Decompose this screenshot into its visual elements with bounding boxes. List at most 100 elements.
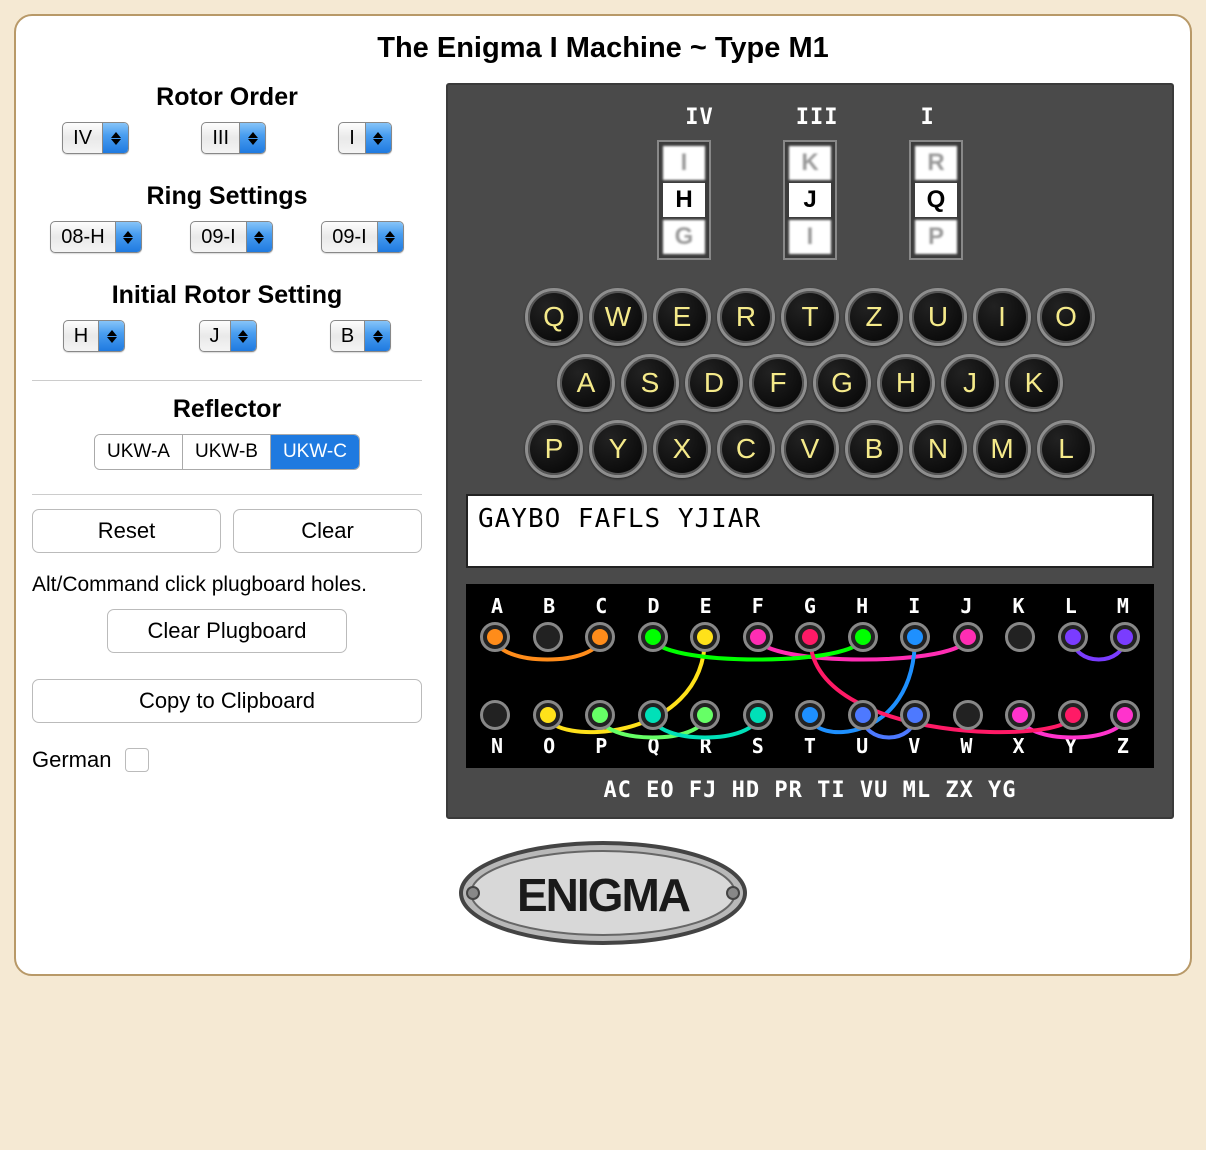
lamp-key[interactable]: G <box>813 354 871 412</box>
plug-hole[interactable] <box>795 700 825 730</box>
lamp-key[interactable]: Y <box>589 420 647 478</box>
plug-hole[interactable] <box>690 700 720 730</box>
plug-letter: E <box>691 594 721 618</box>
svg-text:ENIGMA: ENIGMA <box>517 869 690 921</box>
lamp-key[interactable]: O <box>1037 288 1095 346</box>
plug-letter: K <box>1004 594 1034 618</box>
plugboard-pairs-text: AC EO FJ HD PR TI VU ML ZX YG <box>466 778 1154 803</box>
lamp-key[interactable]: N <box>909 420 967 478</box>
lamp-key[interactable]: M <box>973 420 1031 478</box>
plug-hole[interactable] <box>690 622 720 652</box>
reflector-option[interactable]: UKW-A <box>95 435 183 469</box>
rotor-order-select-1[interactable]: IV <box>62 122 129 154</box>
ring-setting-select-2[interactable]: 09-I <box>190 221 272 253</box>
plug-hole[interactable] <box>953 700 983 730</box>
plug-hole[interactable] <box>638 622 668 652</box>
ring-setting-select-1[interactable]: 08-H <box>50 221 141 253</box>
lamp-key[interactable]: S <box>621 354 679 412</box>
plug-hole[interactable] <box>1110 700 1140 730</box>
plugboard-hint: Alt/Command click plugboard holes. <box>32 573 422 597</box>
initial-rotor-select-1[interactable]: H <box>63 320 125 352</box>
lamp-key[interactable]: R <box>717 288 775 346</box>
plug-hole[interactable] <box>1058 622 1088 652</box>
plug-hole[interactable] <box>900 622 930 652</box>
reflector-segmented: UKW-AUKW-BUKW-C <box>94 434 360 470</box>
plug-letter: C <box>586 594 616 618</box>
rotor-letter: H <box>663 183 705 217</box>
chevron-updown-icon <box>102 123 128 153</box>
plug-hole[interactable] <box>743 700 773 730</box>
rotor-order-label: Rotor Order <box>32 83 422 112</box>
initial-rotor-select-3[interactable]: B <box>330 320 391 352</box>
output-text: GAYBO FAFLS YJIAR <box>466 494 1154 568</box>
plug-hole[interactable] <box>1058 700 1088 730</box>
rotor-label: III <box>796 105 839 130</box>
rotor-order-select-2[interactable]: III <box>201 122 266 154</box>
lamp-key[interactable]: D <box>685 354 743 412</box>
reflector-option[interactable]: UKW-C <box>271 435 359 469</box>
plug-hole[interactable] <box>1110 622 1140 652</box>
chevron-updown-icon <box>115 222 141 252</box>
plug-hole[interactable] <box>848 700 878 730</box>
lamp-key[interactable]: L <box>1037 420 1095 478</box>
plug-hole[interactable] <box>638 700 668 730</box>
plug-letter: I <box>899 594 929 618</box>
lamp-key[interactable]: H <box>877 354 935 412</box>
plug-letter: N <box>482 734 512 758</box>
lamp-key[interactable]: P <box>525 420 583 478</box>
clear-button[interactable]: Clear <box>233 509 422 553</box>
chevron-updown-icon <box>364 321 390 351</box>
plug-letter: V <box>899 734 929 758</box>
rotor-label: I <box>921 105 935 130</box>
ring-setting-select-3[interactable]: 09-I <box>321 221 403 253</box>
lamp-key[interactable]: U <box>909 288 967 346</box>
lamp-key[interactable]: C <box>717 420 775 478</box>
lamp-key[interactable]: V <box>781 420 839 478</box>
lamp-key[interactable]: B <box>845 420 903 478</box>
machine-panel: IV III I IHGKJIRQP QWERTZUIOASDFGHJKPYXC… <box>446 83 1174 819</box>
rotor-order-select-3[interactable]: I <box>338 122 392 154</box>
lamp-key[interactable]: E <box>653 288 711 346</box>
lamp-key[interactable]: J <box>941 354 999 412</box>
plug-letter: L <box>1056 594 1086 618</box>
plug-hole[interactable] <box>953 622 983 652</box>
plug-hole[interactable] <box>1005 622 1035 652</box>
plug-hole[interactable] <box>480 622 510 652</box>
plug-hole[interactable] <box>533 622 563 652</box>
plug-hole[interactable] <box>900 700 930 730</box>
lamp-key[interactable]: X <box>653 420 711 478</box>
lamp-key[interactable]: Q <box>525 288 583 346</box>
copy-clipboard-button[interactable]: Copy to Clipboard <box>32 679 422 723</box>
rotor-letter: I <box>789 220 831 254</box>
rotor-window[interactable]: IHG <box>657 140 711 260</box>
plug-hole[interactable] <box>480 700 510 730</box>
plug-letter: Q <box>638 734 668 758</box>
plug-hole[interactable] <box>795 622 825 652</box>
german-checkbox[interactable] <box>125 748 149 772</box>
reflector-option[interactable]: UKW-B <box>183 435 271 469</box>
lamp-key[interactable]: F <box>749 354 807 412</box>
plug-hole[interactable] <box>585 700 615 730</box>
rotor-letter: J <box>789 183 831 217</box>
lamp-key[interactable]: A <box>557 354 615 412</box>
app-frame: The Enigma I Machine ~ Type M1 Rotor Ord… <box>14 14 1192 976</box>
plug-hole[interactable] <box>743 622 773 652</box>
lamp-key[interactable]: Z <box>845 288 903 346</box>
lamp-key[interactable]: W <box>589 288 647 346</box>
plug-hole[interactable] <box>533 700 563 730</box>
clear-plugboard-button[interactable]: Clear Plugboard <box>107 609 347 653</box>
ring-settings-label: Ring Settings <box>32 182 422 211</box>
initial-rotor-select-2[interactable]: J <box>199 320 257 352</box>
plug-letter: H <box>847 594 877 618</box>
lamp-key[interactable]: K <box>1005 354 1063 412</box>
lamp-key[interactable]: T <box>781 288 839 346</box>
plug-hole[interactable] <box>1005 700 1035 730</box>
lamp-key[interactable]: I <box>973 288 1031 346</box>
rotor-window[interactable]: KJI <box>783 140 837 260</box>
rotor-window[interactable]: RQP <box>909 140 963 260</box>
reset-button[interactable]: Reset <box>32 509 221 553</box>
plug-hole[interactable] <box>848 622 878 652</box>
plug-letter: U <box>847 734 877 758</box>
enigma-logo: ENIGMA <box>32 833 1174 958</box>
plug-hole[interactable] <box>585 622 615 652</box>
